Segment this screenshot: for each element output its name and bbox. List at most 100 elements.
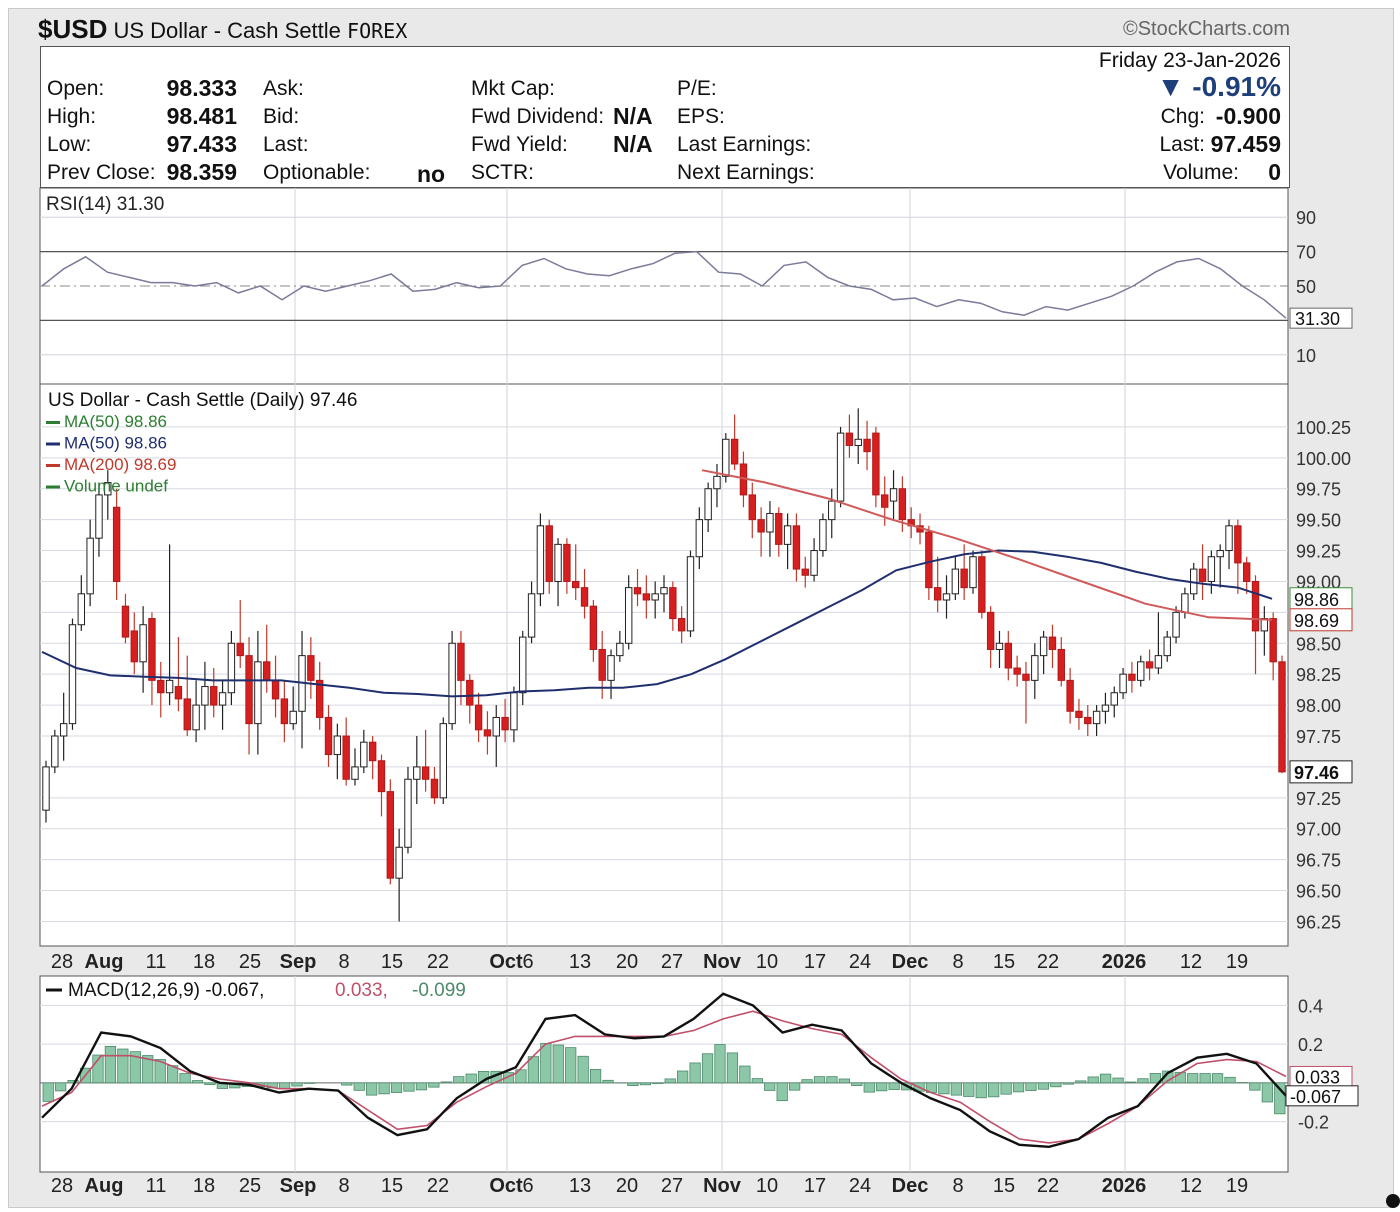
ma50-line: [41, 549, 1273, 698]
macd-histogram-bar: [826, 1076, 838, 1084]
x-axis-label: 11: [146, 1175, 167, 1197]
candle-body: [1119, 673, 1127, 694]
candle-body: [413, 766, 421, 780]
candle-body: [77, 593, 86, 626]
mkt-cap-label: Mkt Cap:: [471, 77, 556, 100]
price-title: US Dollar - Cash Settle (Daily) 97.46: [48, 390, 357, 411]
x-axis-label: Dec: [892, 1175, 929, 1197]
macd-signal-value: 0.033,: [335, 980, 388, 1001]
macd-histogram-bar: [1274, 1082, 1286, 1115]
candle-body: [483, 729, 492, 737]
candle-body: [404, 778, 412, 848]
candle-body: [430, 778, 439, 799]
rsi-line: [41, 250, 1287, 319]
macd-histogram-bar: [129, 1051, 141, 1084]
low-label: Low:: [47, 133, 92, 156]
candle-body: [616, 642, 624, 657]
candle-body: [157, 679, 165, 694]
candle-body: [969, 556, 977, 589]
macd-histogram-bar: [1211, 1073, 1224, 1084]
x-axis-label: 8: [338, 1175, 349, 1197]
candle-body: [1145, 661, 1154, 669]
rsi-tick-label: 50: [1296, 277, 1316, 297]
brand-logo[interactable]: ©StockCharts.com: [1122, 18, 1290, 40]
candle-body: [722, 438, 730, 477]
macd-histogram-bar: [428, 1082, 440, 1088]
macd-histogram-bar: [988, 1082, 1000, 1098]
x-axis-label: 15: [993, 951, 1015, 973]
macd-hist-value: -0.099: [412, 980, 466, 1001]
macd-histogram-bar: [502, 1072, 515, 1084]
candle-body: [1225, 525, 1233, 552]
macd-histogram-bar: [963, 1082, 975, 1097]
candle-body: [95, 494, 103, 539]
candle-body: [624, 587, 633, 644]
macd-histogram-bar: [1174, 1071, 1186, 1084]
price-tick-label: 100.00: [1296, 449, 1351, 469]
rsi-tick-label: 70: [1296, 243, 1316, 263]
macd-tick-label: -0.2: [1298, 1113, 1329, 1133]
macd-histogram-bar: [813, 1076, 826, 1084]
candle-body: [368, 741, 377, 762]
macd-histogram-bar: [1137, 1078, 1149, 1084]
price-tick-label: 97.25: [1296, 789, 1341, 809]
candle-body: [165, 679, 174, 694]
legend-swatch: [46, 442, 60, 446]
price-tick-label: 96.25: [1296, 912, 1341, 932]
last-price-label: 97.46: [1294, 763, 1339, 783]
x-axis-label: 6: [522, 1175, 533, 1197]
candle-body: [510, 692, 518, 731]
candle-body: [466, 679, 474, 706]
candle-body: [1251, 580, 1260, 632]
candle-body: [704, 488, 712, 521]
macd-histogram-bar: [764, 1082, 776, 1091]
macd-histogram-bar: [42, 1082, 54, 1102]
candle-body: [1092, 710, 1101, 725]
macd-histogram-bar: [726, 1052, 739, 1084]
change-percent: ▼ -0.91%: [1156, 71, 1281, 102]
x-axis-label: 17: [804, 1175, 826, 1197]
last-label-right: Last:: [1159, 133, 1205, 156]
macd-histogram-bar: [776, 1082, 788, 1102]
chg-value: -0.900: [1215, 103, 1281, 129]
candle-body: [563, 543, 571, 582]
x-axis-label: Nov: [703, 951, 742, 973]
candle-body: [501, 716, 509, 731]
macd-histogram-bar: [689, 1062, 701, 1084]
macd-histogram-bar: [602, 1079, 614, 1084]
macd-histogram-bar: [204, 1082, 216, 1085]
candle-body: [201, 686, 209, 706]
candle-body: [1137, 661, 1145, 681]
macd-histogram-bar: [627, 1082, 639, 1086]
last-earnings-label: Last Earnings:: [677, 133, 812, 156]
corner-dot: [1386, 1194, 1400, 1208]
candle-body: [139, 624, 147, 663]
x-axis-label: 18: [193, 1175, 215, 1197]
x-axis-label: 8: [338, 951, 349, 973]
candle-body: [112, 506, 121, 582]
macd-histogram-bar: [179, 1073, 191, 1084]
last-label: Last:: [263, 133, 309, 156]
candle-body: [995, 642, 1004, 650]
x-axis-label: 24: [849, 951, 871, 973]
candle-body: [607, 655, 615, 681]
candle-body: [263, 661, 271, 681]
macd-tick-label: 0.2: [1298, 1035, 1323, 1055]
chg-label: Chg:: [1160, 105, 1205, 128]
fwd-dividend-value: N/A: [613, 103, 653, 129]
symbol-header: $USD US Dollar - Cash Settle FOREX: [38, 14, 407, 45]
legend-entry: MA(200) 98.69: [64, 455, 176, 474]
x-axis-label: 18: [193, 951, 215, 973]
candle-body: [42, 766, 50, 811]
candle-body: [598, 648, 606, 681]
eps-label: EPS:: [677, 105, 725, 128]
macd-histogram-bar: [291, 1082, 303, 1087]
candle-body: [1022, 673, 1030, 681]
candle-body: [845, 432, 854, 446]
candle-body: [766, 512, 774, 533]
x-axis-label: Aug: [85, 1175, 124, 1197]
macd-histogram-bar: [565, 1047, 577, 1084]
macd-histogram-bar: [142, 1055, 154, 1084]
x-axis-label: 19: [1226, 1175, 1248, 1197]
macd-histogram-bar: [1062, 1082, 1074, 1085]
